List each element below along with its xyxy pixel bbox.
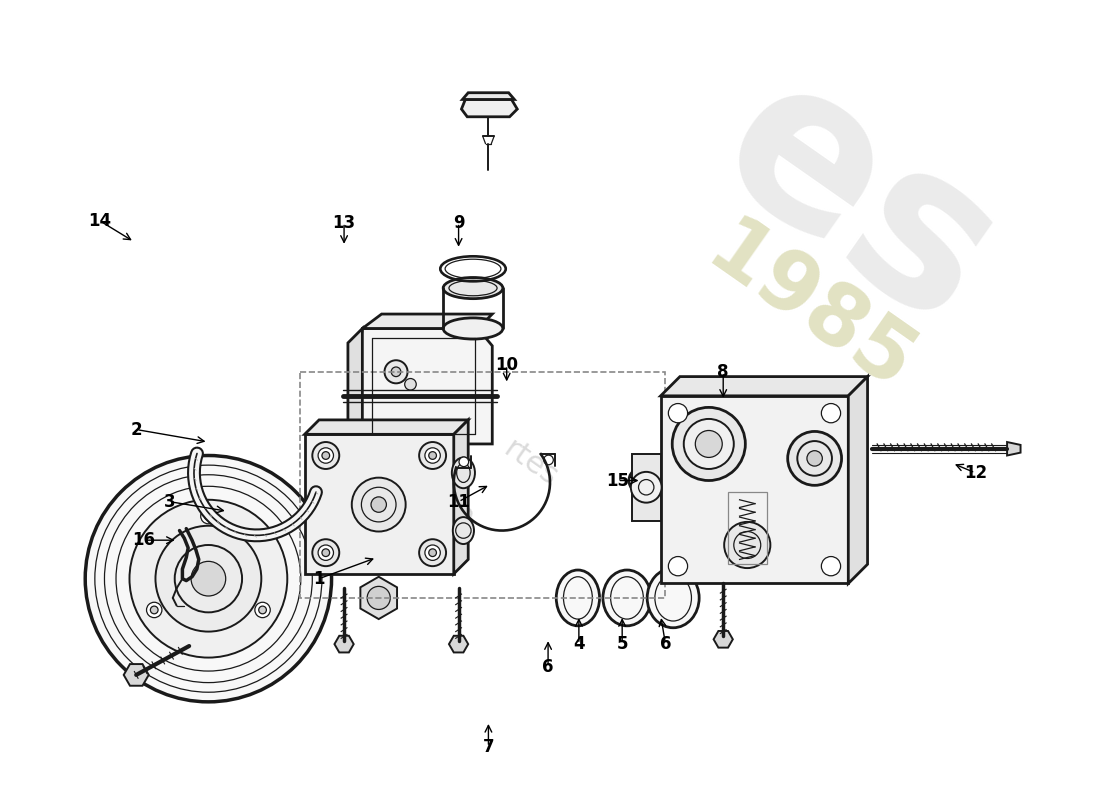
Circle shape: [724, 522, 770, 568]
Text: 1985: 1985: [692, 210, 928, 409]
Ellipse shape: [443, 318, 503, 339]
Text: 15: 15: [606, 471, 629, 490]
Circle shape: [371, 497, 386, 512]
Polygon shape: [334, 636, 354, 653]
Polygon shape: [631, 454, 661, 521]
Text: 12: 12: [964, 464, 987, 482]
Circle shape: [130, 500, 287, 658]
Circle shape: [312, 442, 339, 469]
Bar: [300, 372, 666, 598]
Circle shape: [318, 545, 333, 560]
Circle shape: [219, 498, 242, 521]
Circle shape: [151, 606, 158, 614]
Circle shape: [392, 367, 400, 377]
Circle shape: [822, 557, 840, 576]
Polygon shape: [305, 420, 469, 434]
Circle shape: [255, 602, 271, 618]
Polygon shape: [462, 93, 515, 99]
Circle shape: [205, 512, 212, 520]
Text: 10: 10: [495, 356, 518, 374]
Circle shape: [318, 448, 333, 463]
Text: 2: 2: [131, 421, 142, 438]
Polygon shape: [348, 329, 362, 444]
Text: 6: 6: [660, 635, 671, 653]
Circle shape: [807, 450, 823, 466]
Circle shape: [684, 419, 734, 469]
Circle shape: [425, 545, 440, 560]
Text: a pa: a pa: [408, 470, 480, 533]
Circle shape: [322, 452, 330, 459]
Text: 13: 13: [332, 214, 355, 232]
Circle shape: [543, 455, 553, 465]
Ellipse shape: [453, 517, 474, 544]
Polygon shape: [305, 434, 454, 574]
Circle shape: [822, 403, 840, 422]
Text: 1: 1: [314, 570, 324, 588]
Circle shape: [352, 478, 406, 531]
Polygon shape: [462, 99, 517, 117]
Circle shape: [419, 442, 447, 469]
Text: 3: 3: [164, 493, 176, 510]
Circle shape: [672, 407, 746, 481]
Text: 6: 6: [542, 658, 553, 676]
Text: 14: 14: [88, 212, 111, 230]
Circle shape: [419, 539, 447, 566]
Circle shape: [146, 602, 162, 618]
Text: es: es: [681, 34, 1035, 372]
Text: 9: 9: [453, 214, 464, 232]
Ellipse shape: [452, 458, 475, 488]
Polygon shape: [661, 377, 868, 396]
Circle shape: [429, 549, 437, 557]
Circle shape: [630, 472, 661, 502]
Polygon shape: [123, 664, 148, 686]
Circle shape: [312, 539, 339, 566]
Circle shape: [191, 562, 225, 596]
Text: 5: 5: [616, 635, 628, 653]
Circle shape: [788, 431, 842, 486]
Ellipse shape: [443, 278, 503, 298]
Circle shape: [85, 455, 331, 702]
Ellipse shape: [647, 568, 700, 628]
Circle shape: [322, 549, 330, 557]
Polygon shape: [454, 420, 469, 574]
Text: 16: 16: [132, 531, 155, 549]
Ellipse shape: [557, 570, 600, 626]
Circle shape: [425, 448, 440, 463]
Polygon shape: [661, 396, 848, 583]
Ellipse shape: [603, 570, 651, 626]
Circle shape: [695, 430, 723, 458]
Text: 8: 8: [717, 362, 729, 381]
Circle shape: [405, 378, 416, 390]
Polygon shape: [348, 329, 493, 444]
Text: 4: 4: [573, 635, 585, 653]
Polygon shape: [362, 314, 493, 329]
Polygon shape: [449, 636, 469, 653]
Circle shape: [429, 452, 437, 459]
Circle shape: [669, 557, 688, 576]
Polygon shape: [848, 377, 868, 583]
Text: 7: 7: [483, 738, 494, 756]
Circle shape: [258, 606, 266, 614]
Polygon shape: [714, 631, 733, 648]
Polygon shape: [361, 577, 397, 619]
Circle shape: [367, 586, 390, 610]
Circle shape: [155, 526, 262, 632]
Text: 11: 11: [447, 493, 470, 510]
Circle shape: [459, 457, 469, 466]
Circle shape: [200, 509, 216, 524]
Circle shape: [669, 403, 688, 422]
Circle shape: [385, 360, 408, 383]
Polygon shape: [1008, 442, 1021, 455]
Text: rtes: rtes: [498, 434, 563, 492]
